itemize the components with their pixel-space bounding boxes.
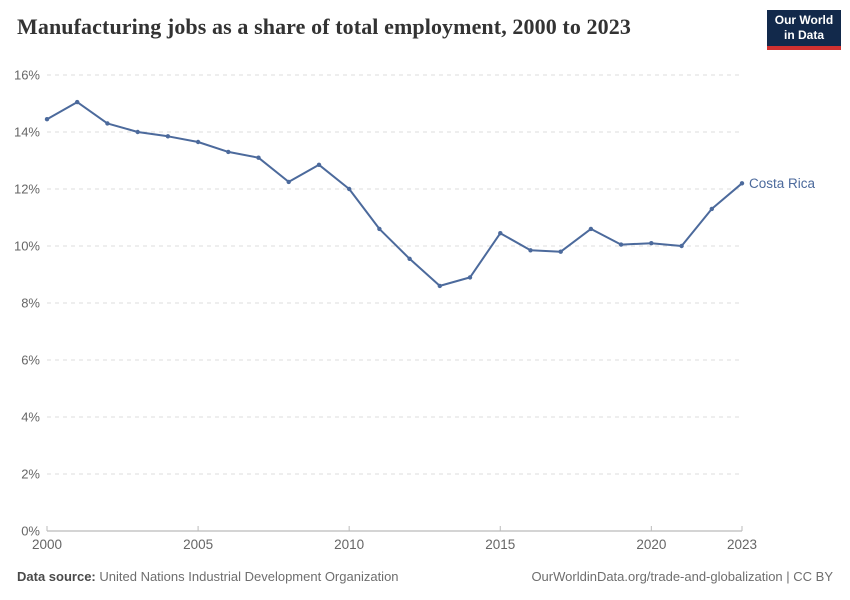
data-point[interactable] xyxy=(467,275,473,280)
data-line-costa-rica[interactable] xyxy=(46,101,743,287)
entity-label[interactable]: Costa Rica xyxy=(749,176,816,191)
data-point[interactable] xyxy=(558,249,563,254)
y-axis-tick-label: 6% xyxy=(21,353,40,368)
data-point[interactable] xyxy=(165,134,171,139)
chart-footer: Data source: United Nations Industrial D… xyxy=(17,569,833,584)
data-point[interactable] xyxy=(679,243,684,249)
data-point[interactable] xyxy=(347,186,352,192)
page-title: Manufacturing jobs as a share of total e… xyxy=(17,14,631,39)
x-axis-tick-label: 2023 xyxy=(727,537,757,552)
x-axis-tick-label: 2010 xyxy=(334,537,364,552)
data-point[interactable] xyxy=(437,283,442,289)
data-point[interactable] xyxy=(649,241,654,246)
y-axis-tick-label: 0% xyxy=(21,524,40,539)
data-point[interactable] xyxy=(498,231,503,236)
data-point[interactable] xyxy=(256,155,261,160)
data-point[interactable] xyxy=(588,226,594,232)
data-point[interactable] xyxy=(316,162,322,167)
y-axis-tick-label: 8% xyxy=(21,296,40,311)
owid-logo[interactable]: Our World in Data xyxy=(767,10,841,50)
owid-logo-line2: in Data xyxy=(783,28,824,42)
y-axis-tick-label: 10% xyxy=(14,239,40,254)
data-point[interactable] xyxy=(195,139,201,145)
owid-logo-line1: Our World xyxy=(774,13,834,28)
data-point[interactable] xyxy=(709,206,714,212)
x-axis-tick-label: 2005 xyxy=(183,537,213,552)
data-source: Data source: United Nations Industrial D… xyxy=(17,569,399,584)
data-point[interactable] xyxy=(377,226,382,232)
y-axis-tick-label: 16% xyxy=(14,68,40,83)
data-point[interactable] xyxy=(407,256,412,261)
data-point[interactable] xyxy=(286,179,291,185)
y-axis-tick-label: 12% xyxy=(14,182,40,197)
data-point[interactable] xyxy=(739,181,745,186)
data-point[interactable] xyxy=(528,248,533,253)
data-point[interactable] xyxy=(105,121,110,126)
x-axis-tick-label: 2020 xyxy=(636,537,666,552)
attribution-link[interactable]: OurWorldinData.org/trade-and-globalizati… xyxy=(531,569,833,584)
data-source-label: Data source: xyxy=(17,569,96,584)
data-point[interactable] xyxy=(618,242,624,247)
y-axis-tick-label: 2% xyxy=(21,467,40,482)
data-point[interactable] xyxy=(44,117,50,122)
y-axis-tick-label: 4% xyxy=(21,410,40,425)
data-source-value: United Nations Industrial Development Or… xyxy=(99,569,399,584)
data-point[interactable] xyxy=(226,149,231,155)
data-point[interactable] xyxy=(135,129,140,135)
y-axis-tick-label: 14% xyxy=(14,125,40,140)
x-axis-tick-label: 2000 xyxy=(32,537,62,552)
x-axis-tick-label: 2015 xyxy=(485,537,515,552)
data-point[interactable] xyxy=(75,99,80,105)
